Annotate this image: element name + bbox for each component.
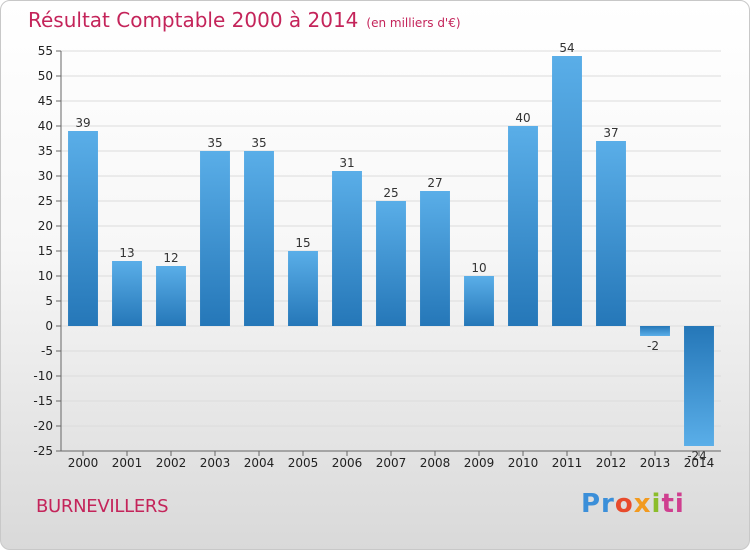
data-label: 35 <box>251 136 266 150</box>
location-label: BURNEVILLERS <box>36 496 169 517</box>
x-tick-label: 2000 <box>68 456 99 470</box>
x-tick-label: 2013 <box>640 456 671 470</box>
chart-title: Résultat Comptable 2000 à 2014 (en millie… <box>28 8 461 32</box>
y-tick-label: -5 <box>41 344 53 358</box>
bar <box>288 251 318 326</box>
y-tick-label: 5 <box>45 294 53 308</box>
y-tick-label: 40 <box>38 119 53 133</box>
logo-part-2: o <box>614 489 634 519</box>
data-label: 10 <box>471 261 486 275</box>
data-label: 31 <box>339 156 354 170</box>
bar <box>508 126 538 326</box>
x-tick-label: 2009 <box>464 456 495 470</box>
x-tick-label: 2002 <box>156 456 187 470</box>
x-tick-label: 2008 <box>420 456 451 470</box>
logo-part-5: ti <box>661 489 685 519</box>
x-tick-label: 2006 <box>332 456 363 470</box>
x-tick-label: 2005 <box>288 456 319 470</box>
y-tick-label: -10 <box>33 369 53 383</box>
x-tick-label: 2014 <box>684 456 715 470</box>
bar <box>332 171 362 326</box>
y-tick-label: 10 <box>38 269 53 283</box>
bar <box>244 151 274 326</box>
y-tick-label: 0 <box>45 319 53 333</box>
bar <box>464 276 494 326</box>
y-tick-label: 15 <box>38 244 53 258</box>
x-tick-label: 2001 <box>112 456 143 470</box>
y-tick-label: -20 <box>33 419 53 433</box>
x-tick-label: 2004 <box>244 456 275 470</box>
x-tick-label: 2003 <box>200 456 231 470</box>
bar <box>200 151 230 326</box>
y-tick-label: 25 <box>38 194 53 208</box>
x-tick-label: 2012 <box>596 456 627 470</box>
data-label: 25 <box>383 186 398 200</box>
bar <box>420 191 450 326</box>
bar <box>112 261 142 326</box>
data-label: 35 <box>207 136 222 150</box>
bar <box>156 266 186 326</box>
y-tick-label: 35 <box>38 144 53 158</box>
logo-part-3: x <box>633 489 652 519</box>
proxiti-logo: Proxiti <box>581 489 685 519</box>
title-text: Résultat Comptable 2000 à 2014 <box>28 8 359 32</box>
data-label: 40 <box>515 111 530 125</box>
data-label: 39 <box>75 116 90 130</box>
chart-subtitle: (en milliers d'€) <box>366 16 461 30</box>
data-label: 27 <box>427 176 442 190</box>
bar <box>684 326 714 446</box>
bar <box>376 201 406 326</box>
logo-part-4: i <box>651 489 662 519</box>
bar <box>552 56 582 326</box>
y-tick-label: -25 <box>33 444 53 458</box>
bar <box>596 141 626 326</box>
data-label: 12 <box>163 251 178 265</box>
x-tick-label: 2007 <box>376 456 407 470</box>
data-label: 54 <box>559 41 574 55</box>
data-label: -2 <box>647 339 659 353</box>
bar <box>640 326 670 336</box>
data-label: 13 <box>119 246 134 260</box>
y-tick-label: 50 <box>38 69 53 83</box>
x-tick-label: 2011 <box>552 456 583 470</box>
y-tick-label: -15 <box>33 394 53 408</box>
y-tick-label: 30 <box>38 169 53 183</box>
y-tick-label: 45 <box>38 94 53 108</box>
data-label: 15 <box>295 236 310 250</box>
data-label: -24 <box>687 449 707 463</box>
y-tick-label: 55 <box>38 44 53 58</box>
logo-part-1: Pr <box>581 489 615 519</box>
y-tick-label: 20 <box>38 219 53 233</box>
x-tick-label: 2010 <box>508 456 539 470</box>
data-label: 37 <box>603 126 618 140</box>
bar <box>68 131 98 326</box>
